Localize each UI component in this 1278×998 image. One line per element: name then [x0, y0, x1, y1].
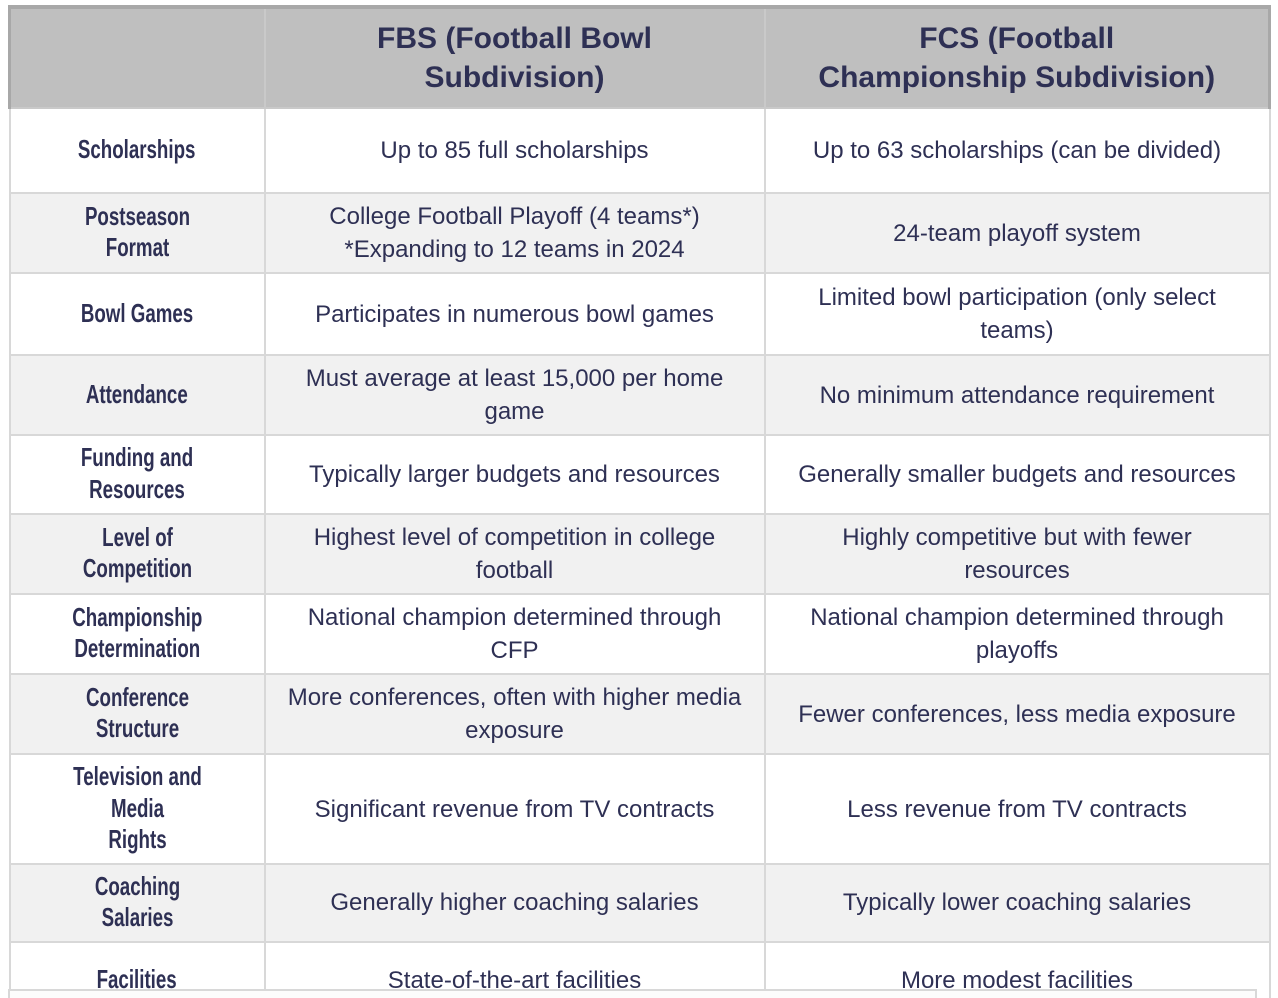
row-label-cell: Conference Structure [8, 673, 266, 756]
comparison-table: FBS (Football Bowl Subdivision) FCS (Foo… [8, 5, 1271, 998]
fbs-cell: Highest level of competition in college … [263, 512, 766, 595]
row-label: Facilities [96, 963, 178, 994]
row-label-cell: Coaching Salaries [8, 862, 266, 944]
fcs-cell: Fewer conferences, less media exposure [763, 673, 1271, 756]
column-header-fbs: FBS (Football Bowl Subdivision) [263, 5, 765, 109]
fbs-cell: Significant revenue from TV contracts [263, 753, 766, 865]
table-row: Scholarships Up to 85 full scholarships … [8, 107, 1271, 194]
row-label-cell: Level of Competition [8, 512, 266, 595]
row-label: Postseason Format [84, 200, 190, 263]
row-label: Scholarships [78, 133, 196, 164]
table-row: Postseason Format College Football Playo… [8, 191, 1271, 275]
table-row: Bowl Games Participates in numerous bowl… [8, 272, 1271, 357]
table-row: Television and Media Rights Significant … [8, 753, 1271, 865]
row-label: Television and Media Rights [72, 761, 202, 854]
next-table-partial-row [8, 989, 1257, 998]
fcs-cell: No minimum attendance requirement [763, 354, 1271, 437]
table-row: Attendance Must average at least 15,000 … [8, 354, 1271, 437]
row-label-cell: Television and Media Rights [8, 753, 266, 865]
table-row: Conference Structure More conferences, o… [8, 673, 1271, 756]
row-label: Funding and Resources [80, 442, 194, 504]
column-header-fcs: FCS (Football Championship Subdivision) [763, 5, 1271, 109]
table-header: FBS (Football Bowl Subdivision) FCS (Foo… [8, 5, 1271, 109]
fbs-cell: Typically larger budgets and resources [263, 434, 766, 515]
fbs-cell: Up to 85 full scholarships [263, 107, 766, 194]
row-label-cell: Scholarships [8, 107, 266, 194]
fbs-cell: National champion determined through CFP [263, 592, 766, 676]
header-row: FBS (Football Bowl Subdivision) FCS (Foo… [8, 5, 1271, 109]
fcs-cell: Less revenue from TV contracts [763, 753, 1271, 865]
table-row: Funding and Resources Typically larger b… [8, 434, 1271, 515]
fbs-cell: Generally higher coaching salaries [263, 862, 766, 944]
row-label-cell: Funding and Resources [8, 434, 266, 515]
row-label: Conference Structure [85, 682, 189, 744]
fcs-cell: Typically lower coaching salaries [763, 862, 1271, 944]
row-label: Level of Competition [82, 521, 192, 583]
fcs-cell: Limited bowl participation (only select … [763, 272, 1271, 357]
fcs-cell: National champion determined through pla… [763, 592, 1271, 676]
fcs-cell: Up to 63 scholarships (can be divided) [763, 107, 1271, 194]
fbs-cell: College Football Playoff (4 teams*) *Exp… [263, 191, 766, 275]
empty-header-cell [8, 5, 265, 109]
fbs-cell: More conferences, often with higher medi… [263, 673, 766, 756]
fcs-cell: 24-team playoff system [763, 191, 1271, 275]
fbs-cell: Participates in numerous bowl games [263, 272, 766, 357]
row-label-cell: Postseason Format [8, 191, 266, 275]
row-label-cell: Championship Determination [8, 592, 266, 676]
table-row: Coaching Salaries Generally higher coach… [8, 862, 1271, 944]
fcs-cell: Highly competitive but with fewer resour… [763, 512, 1271, 595]
row-label: Coaching Salaries [94, 870, 180, 933]
row-label-cell: Attendance [8, 354, 266, 437]
row-label-cell: Bowl Games [8, 272, 266, 357]
row-label-cell: Facilities [8, 941, 266, 998]
fcs-cell: Generally smaller budgets and resources [763, 434, 1271, 515]
table-row: Championship Determination National cham… [8, 592, 1271, 676]
row-label: Bowl Games [80, 297, 194, 328]
row-label: Championship Determination [71, 601, 203, 664]
fbs-cell: Must average at least 15,000 per home ga… [263, 354, 766, 437]
row-label: Attendance [86, 378, 188, 409]
table-row: Level of Competition Highest level of co… [8, 512, 1271, 595]
